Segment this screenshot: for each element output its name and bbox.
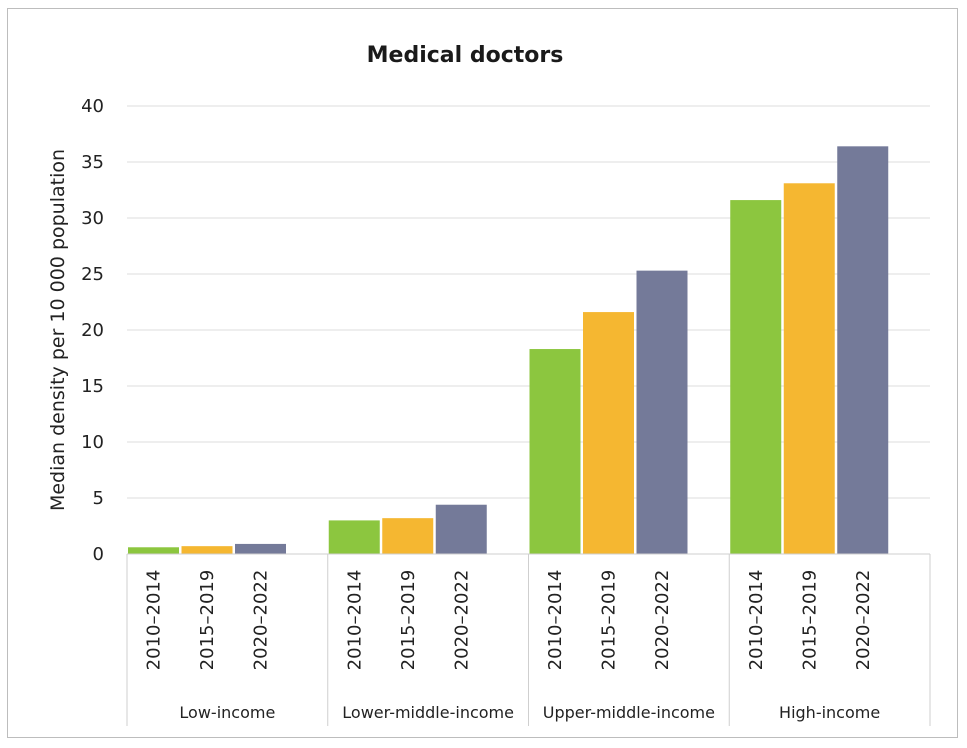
- bar: [128, 547, 179, 554]
- x-tick-label: 2020–2022: [451, 570, 472, 671]
- bar: [837, 146, 889, 554]
- y-tick-label: 25: [81, 264, 104, 285]
- bar: [181, 546, 233, 554]
- x-tick-label: 2015–2019: [197, 570, 218, 671]
- x-tick-label: 2010–2014: [144, 570, 165, 671]
- bar: [235, 543, 286, 554]
- x-tick-label: 2020–2022: [853, 570, 874, 671]
- y-tick-label: 40: [81, 96, 104, 117]
- bar: [328, 520, 380, 554]
- chart-title: Medical doctors: [367, 43, 564, 68]
- x-tick-label: 2010–2014: [545, 570, 566, 671]
- group-label: Low-income: [179, 703, 275, 722]
- bar: [636, 270, 688, 554]
- y-tick-label: 35: [81, 152, 104, 173]
- x-tick-label: 2015–2019: [398, 570, 419, 671]
- bar: [529, 349, 581, 554]
- x-tick-label: 2020–2022: [251, 570, 272, 671]
- x-tick-label: 2020–2022: [652, 570, 673, 671]
- bar: [730, 200, 782, 554]
- group-label: Lower-middle-income: [342, 703, 514, 722]
- bar: [435, 504, 487, 554]
- y-axis-label: Median density per 10 000 population: [47, 149, 69, 511]
- group-label: Upper-middle-income: [543, 703, 715, 722]
- y-tick-label: 30: [81, 208, 104, 229]
- y-tick-label: 0: [93, 544, 104, 565]
- x-tick-label: 2010–2014: [746, 570, 767, 671]
- y-tick-label: 5: [93, 488, 104, 509]
- y-tick-label: 20: [81, 320, 104, 341]
- bar: [382, 518, 434, 554]
- y-tick-label: 10: [81, 432, 104, 453]
- x-tick-label: 2015–2019: [599, 570, 620, 671]
- group-label: High-income: [779, 703, 880, 722]
- bar: [583, 312, 634, 554]
- bar: [783, 183, 835, 554]
- x-tick-label: 2010–2014: [344, 570, 365, 671]
- x-tick-label: 2015–2019: [799, 570, 820, 671]
- y-tick-label: 15: [81, 376, 104, 397]
